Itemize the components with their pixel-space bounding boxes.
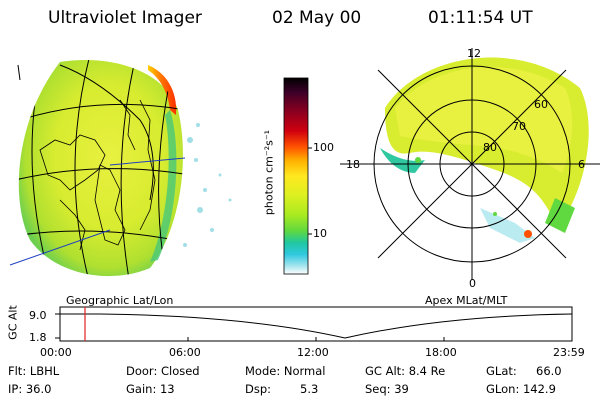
geographic-image <box>9 60 232 277</box>
colorbar <box>283 77 312 275</box>
status-dsp-value: 5.3 <box>300 382 319 396</box>
alt-xtick-1200: 12:00 <box>297 346 329 359</box>
status-flt: Flt: LBHL <box>8 364 60 378</box>
status-ip: IP: 36.0 <box>8 382 52 396</box>
status-gc-alt: GC Alt: 8.4 Re <box>365 364 446 378</box>
alt-ylabel: GC Alt <box>6 305 20 340</box>
alt-xtick-2359: 23:59 <box>553 346 585 359</box>
instrument-title: Ultraviolet Imager <box>48 8 202 28</box>
time-label: 01:11:54 UT <box>428 8 533 28</box>
alt-xtick-0000: 00:00 <box>40 346 72 359</box>
mlt-label-12: 12 <box>467 47 481 60</box>
polar-panel-label: Apex MLat/MLT <box>425 294 508 307</box>
geo-panel-label: Geographic Lat/Lon <box>66 294 174 307</box>
altitude-plot <box>55 306 573 342</box>
date-label: 02 May 00 <box>272 8 362 28</box>
colorbar-tick-100: 100 <box>313 141 334 154</box>
alt-ytick-1-8: 1.8 <box>29 331 47 344</box>
mlat-label-80: 80 <box>483 141 497 154</box>
status-seq: Seq: 39 <box>365 382 409 396</box>
alt-xtick-0600: 06:00 <box>169 346 201 359</box>
status-glon: GLon: 142.9 <box>486 382 556 396</box>
mlt-label-18: 18 <box>346 158 360 171</box>
alt-ytick-9: 9.0 <box>29 309 47 322</box>
status-gain: Gain: 13 <box>126 382 175 396</box>
colorbar-unit-label: photon cm⁻²s⁻¹ <box>262 129 276 216</box>
mlt-label-6: 6 <box>578 158 585 171</box>
mlat-label-60: 60 <box>534 98 548 111</box>
colorbar-tick-10: 10 <box>313 227 327 240</box>
mlt-label-0: 0 <box>469 277 476 290</box>
alt-xtick-1800: 18:00 <box>425 346 457 359</box>
status-dsp: Dsp: <box>245 382 272 396</box>
status-glat: GLat: <box>486 364 517 378</box>
status-door: Door: Closed <box>126 364 200 378</box>
polar-plot <box>340 48 600 280</box>
status-mode: Mode: Normal <box>245 364 326 378</box>
status-glat-value: 66.0 <box>536 364 562 378</box>
mlat-label-70: 70 <box>512 120 526 133</box>
